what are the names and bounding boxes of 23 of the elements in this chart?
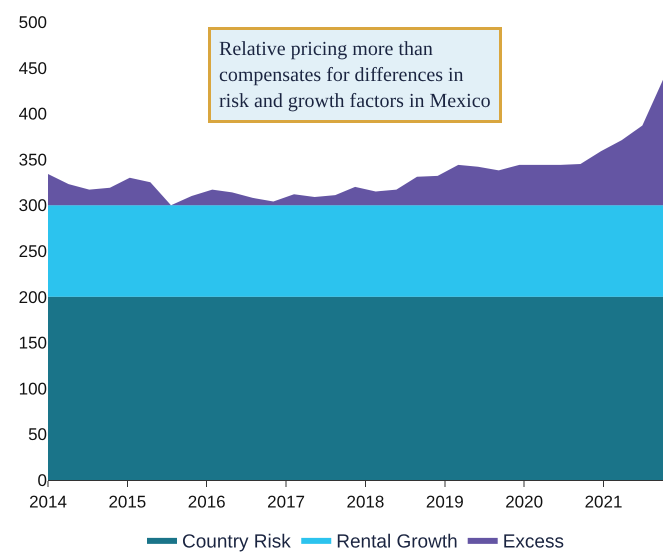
y-tick-label: 50 bbox=[28, 425, 47, 444]
y-tick-label: 300 bbox=[18, 196, 47, 216]
y-tick-label: 0 bbox=[38, 470, 47, 490]
legend-label: Excess bbox=[502, 531, 564, 552]
y-tick-label: 450 bbox=[18, 58, 47, 78]
x-tick-label: 2015 bbox=[108, 492, 146, 512]
x-tick-label: 2016 bbox=[188, 492, 226, 512]
y-tick-label: 150 bbox=[18, 334, 47, 353]
y-tick-label: 200 bbox=[18, 288, 47, 307]
x-tick-label: 2020 bbox=[505, 492, 544, 512]
y-tick-label: 350 bbox=[18, 150, 47, 170]
y-tick-label: 250 bbox=[18, 242, 47, 261]
y-tick-label: 100 bbox=[18, 379, 47, 398]
y-tick-label: 500 bbox=[18, 12, 47, 32]
annotation: Relative pricing more than compensates for differences in risk and growth factors in Mexico bbox=[219, 38, 491, 112]
x-tick-label: 2019 bbox=[426, 492, 464, 512]
legend-label: Country Risk bbox=[182, 531, 292, 552]
legend-label: Rental Growth bbox=[336, 531, 458, 552]
x-tick-label: 2021 bbox=[584, 492, 622, 512]
x-tick-label: 2017 bbox=[267, 492, 305, 512]
y-tick-label: 400 bbox=[18, 104, 47, 124]
x-tick-label: 2014 bbox=[29, 492, 67, 512]
x-tick-label: 2018 bbox=[346, 492, 384, 512]
